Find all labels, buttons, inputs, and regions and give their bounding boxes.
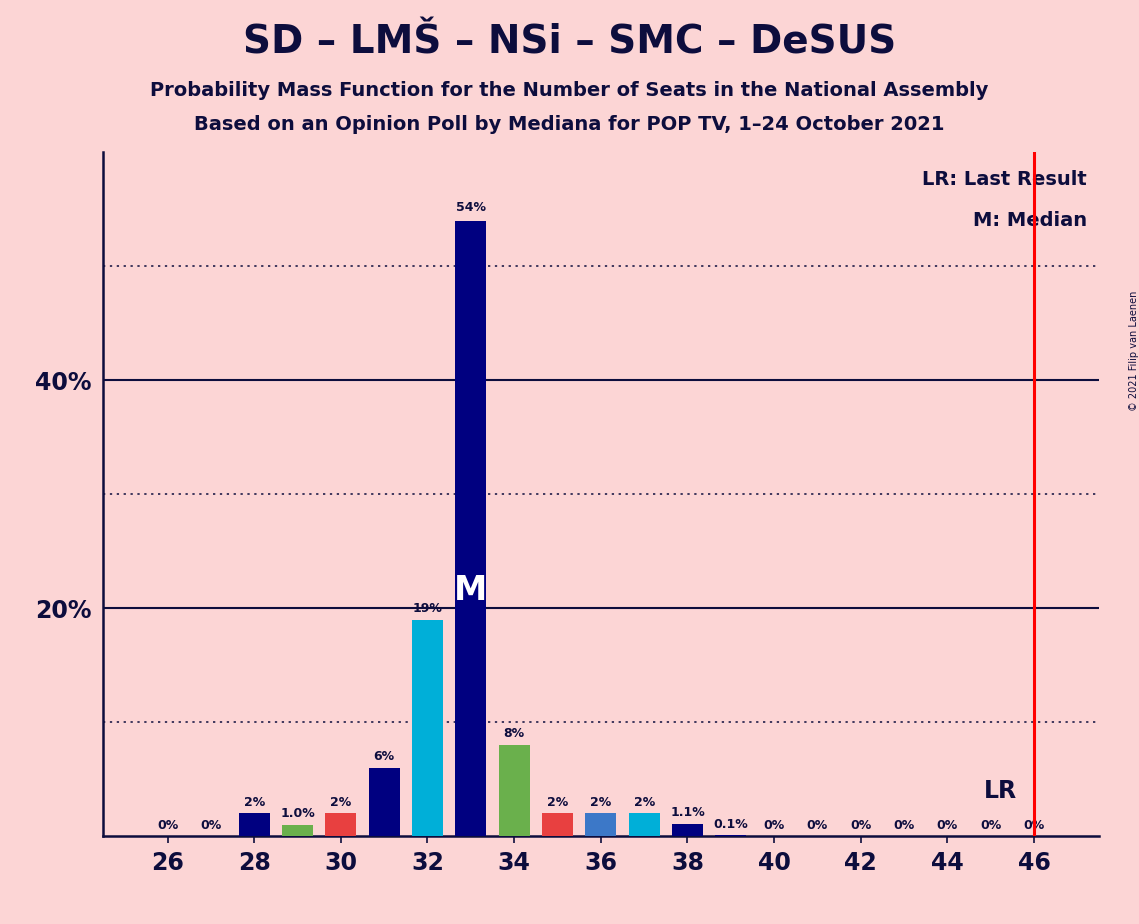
Text: 0%: 0%: [893, 819, 915, 832]
Text: 2%: 2%: [547, 796, 568, 808]
Text: 6%: 6%: [374, 750, 395, 763]
Bar: [629, 813, 659, 836]
Text: SD – LMŠ – NSi – SMC – DeSUS: SD – LMŠ – NSi – SMC – DeSUS: [243, 23, 896, 61]
Text: 8%: 8%: [503, 727, 525, 740]
Bar: [326, 813, 357, 836]
Text: 1.0%: 1.0%: [280, 808, 314, 821]
Text: 0%: 0%: [200, 819, 221, 832]
Text: 54%: 54%: [456, 201, 486, 214]
Bar: [499, 745, 530, 836]
Text: © 2021 Filip van Laenen: © 2021 Filip van Laenen: [1130, 291, 1139, 411]
Text: 2%: 2%: [633, 796, 655, 808]
Text: M: Median: M: Median: [973, 211, 1087, 229]
Text: Based on an Opinion Poll by Mediana for POP TV, 1–24 October 2021: Based on an Opinion Poll by Mediana for …: [195, 115, 944, 134]
Bar: [542, 813, 573, 836]
Text: 2%: 2%: [330, 796, 352, 808]
Text: 2%: 2%: [244, 796, 264, 808]
Text: M: M: [454, 574, 487, 606]
Text: 0%: 0%: [157, 819, 178, 832]
Text: 0%: 0%: [981, 819, 1001, 832]
Bar: [281, 825, 313, 836]
Text: 1.1%: 1.1%: [670, 806, 705, 820]
Bar: [672, 823, 703, 836]
Text: 0%: 0%: [937, 819, 958, 832]
Bar: [715, 835, 746, 836]
Bar: [238, 813, 270, 836]
Text: 2%: 2%: [590, 796, 612, 808]
Text: Probability Mass Function for the Number of Seats in the National Assembly: Probability Mass Function for the Number…: [150, 81, 989, 101]
Text: 0%: 0%: [850, 819, 871, 832]
Bar: [456, 221, 486, 836]
Text: 0%: 0%: [1024, 819, 1044, 832]
Text: LR: LR: [984, 779, 1017, 803]
Bar: [412, 620, 443, 836]
Text: 0.1%: 0.1%: [713, 818, 748, 831]
Text: 0%: 0%: [763, 819, 785, 832]
Bar: [369, 768, 400, 836]
Text: 19%: 19%: [412, 602, 442, 615]
Text: 0%: 0%: [806, 819, 828, 832]
Bar: [585, 813, 616, 836]
Text: LR: Last Result: LR: Last Result: [923, 170, 1087, 188]
